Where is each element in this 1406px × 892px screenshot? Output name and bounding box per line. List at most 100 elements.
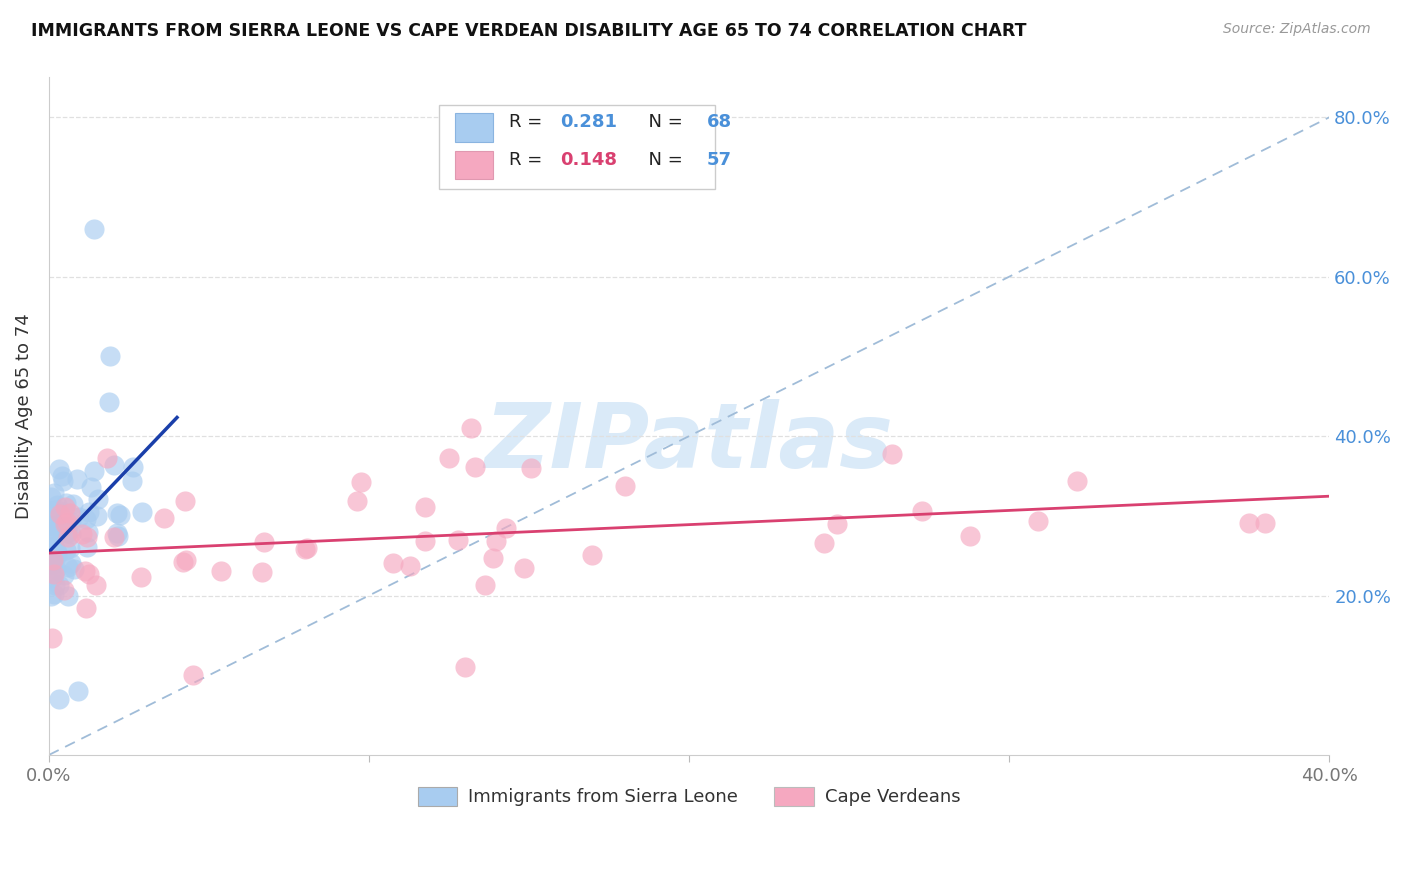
Point	[84, 578, 107, 592]
Point	[41, 631, 63, 645]
Point	[485, 533, 508, 548]
Point	[46, 548, 69, 562]
Point	[51, 469, 73, 483]
Point	[495, 521, 517, 535]
Point	[481, 551, 503, 566]
Point	[76, 540, 98, 554]
Point	[55, 496, 77, 510]
Point	[174, 493, 197, 508]
Point	[70, 527, 93, 541]
Point	[42, 503, 65, 517]
Text: IMMIGRANTS FROM SIERRA LEONE VS CAPE VERDEAN DISABILITY AGE 65 TO 74 CORRELATION: IMMIGRANTS FROM SIERRA LEONE VS CAPE VER…	[31, 22, 1026, 40]
Point	[62, 497, 84, 511]
Point	[77, 567, 100, 582]
Point	[346, 494, 368, 508]
Point	[581, 548, 603, 562]
Point	[512, 561, 534, 575]
Point	[52, 474, 75, 488]
FancyBboxPatch shape	[454, 151, 494, 179]
Point	[813, 536, 835, 550]
Point	[42, 587, 65, 601]
Point	[63, 561, 86, 575]
Point	[76, 530, 98, 544]
Point	[45, 562, 67, 576]
Point	[55, 543, 77, 558]
Point	[172, 555, 194, 569]
Point	[75, 564, 97, 578]
Point	[83, 464, 105, 478]
Point	[103, 530, 125, 544]
Point	[131, 505, 153, 519]
Point	[105, 525, 128, 540]
Point	[42, 551, 65, 566]
Point	[56, 590, 79, 604]
Point	[52, 582, 75, 597]
Text: N =: N =	[637, 151, 688, 169]
Point	[399, 559, 422, 574]
Point	[42, 566, 65, 581]
Point	[153, 511, 176, 525]
Point	[53, 500, 76, 515]
Point	[294, 542, 316, 557]
Text: R =: R =	[509, 151, 547, 169]
Point	[98, 350, 121, 364]
Point	[75, 512, 97, 526]
Point	[250, 566, 273, 580]
Point	[295, 541, 318, 555]
Point	[413, 534, 436, 549]
Point	[519, 461, 541, 475]
Point	[39, 527, 62, 541]
Point	[107, 529, 129, 543]
Point	[460, 421, 482, 435]
Point	[381, 556, 404, 570]
Point	[454, 660, 477, 674]
Point	[56, 530, 79, 544]
Point	[825, 517, 848, 532]
Point	[39, 590, 62, 604]
Point	[56, 560, 79, 574]
Text: ZIPatlas: ZIPatlas	[485, 400, 894, 487]
Text: R =: R =	[509, 113, 547, 131]
Point	[45, 519, 67, 533]
Point	[437, 450, 460, 465]
Text: 57: 57	[707, 151, 733, 169]
Point	[59, 506, 82, 520]
Legend: Immigrants from Sierra Leone, Cape Verdeans: Immigrants from Sierra Leone, Cape Verde…	[411, 780, 967, 814]
Point	[39, 529, 62, 543]
Point	[49, 516, 72, 531]
Point	[44, 544, 66, 558]
Text: N =: N =	[637, 113, 688, 131]
Point	[39, 567, 62, 582]
Point	[39, 519, 62, 533]
Point	[59, 541, 82, 555]
Point	[1253, 516, 1275, 530]
Point	[44, 539, 66, 553]
Point	[48, 462, 70, 476]
Text: 0.148: 0.148	[560, 151, 617, 169]
Point	[53, 567, 76, 582]
Point	[59, 527, 82, 541]
Point	[39, 558, 62, 573]
Point	[96, 450, 118, 465]
Y-axis label: Disability Age 65 to 74: Disability Age 65 to 74	[15, 313, 32, 519]
Point	[46, 545, 69, 559]
Point	[42, 570, 65, 584]
FancyBboxPatch shape	[440, 104, 714, 189]
Point	[464, 459, 486, 474]
Point	[131, 570, 153, 584]
Point	[911, 504, 934, 518]
Point	[413, 500, 436, 514]
Text: Source: ZipAtlas.com: Source: ZipAtlas.com	[1223, 22, 1371, 37]
Point	[882, 446, 904, 460]
Point	[121, 459, 143, 474]
Point	[614, 478, 637, 492]
Point	[48, 692, 70, 706]
Point	[174, 553, 197, 567]
Point	[48, 578, 70, 592]
FancyBboxPatch shape	[454, 113, 494, 142]
Point	[209, 564, 232, 578]
Point	[350, 475, 373, 489]
Point	[60, 516, 83, 530]
Point	[39, 517, 62, 532]
Point	[39, 491, 62, 505]
